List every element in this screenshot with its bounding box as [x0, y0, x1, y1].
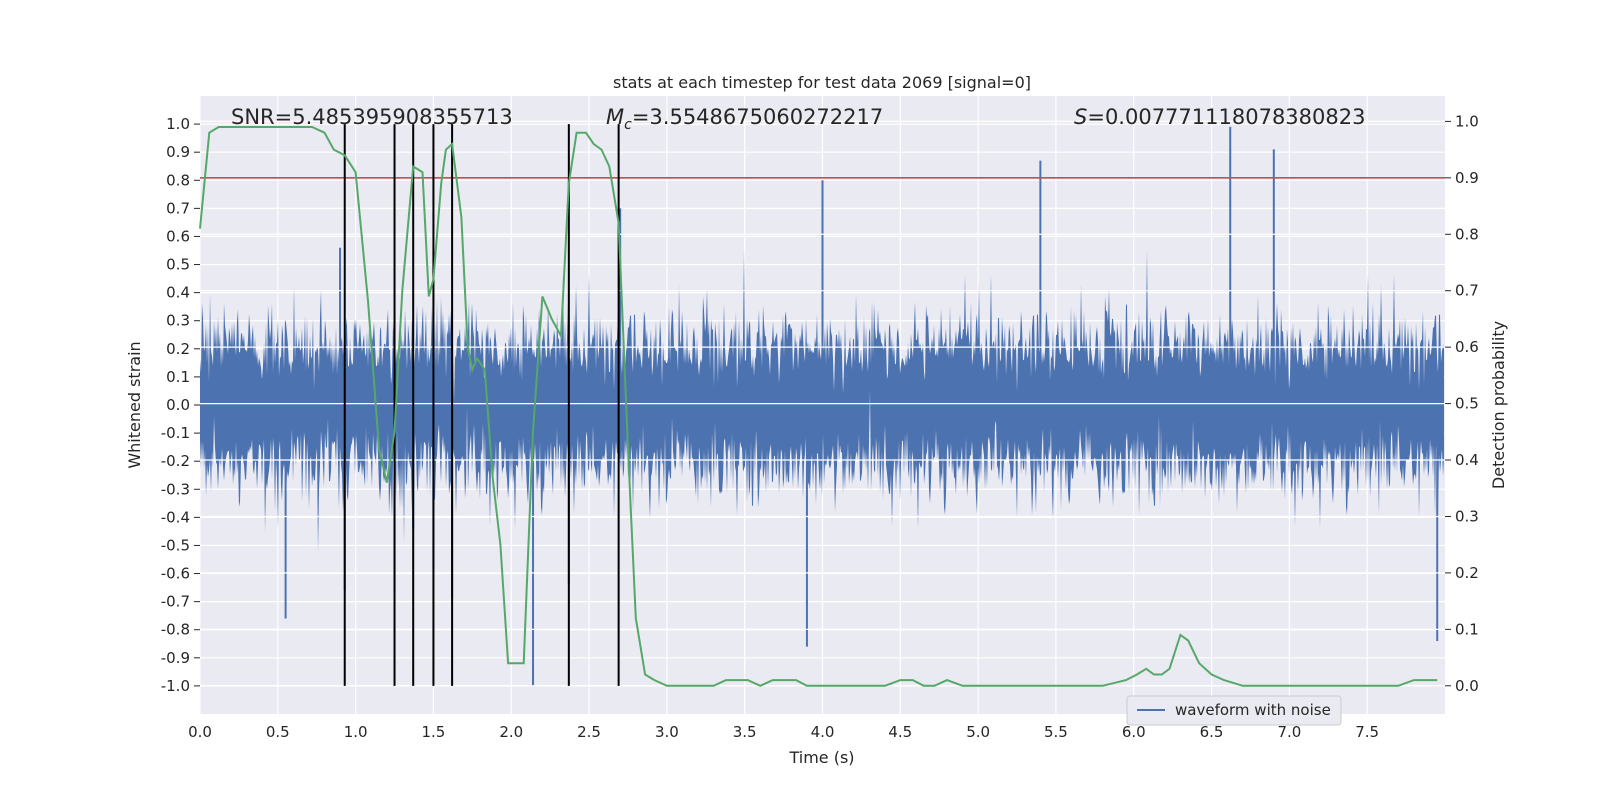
x-tick-label: 6.0	[1122, 723, 1146, 741]
x-tick-label: 5.5	[1044, 723, 1068, 741]
y-tick-label: -1.0	[161, 677, 190, 695]
x-tick-label: 6.5	[1200, 723, 1224, 741]
legend-box	[1126, 695, 1342, 726]
y-tick-label: -0.8	[161, 621, 190, 639]
x-tick-label: 7.0	[1277, 723, 1301, 741]
x-tick-label: 2.0	[499, 723, 523, 741]
y2-tick-label: 0.6	[1455, 338, 1479, 356]
x-tick-label: 4.5	[888, 723, 912, 741]
y-tick-label: 0.7	[166, 199, 190, 217]
y-tick-label: 0.3	[166, 312, 190, 330]
y-tick-label: -0.2	[161, 452, 190, 470]
y-axis-label: Whitened strain	[125, 341, 144, 468]
y-tick-label: 0.6	[166, 227, 190, 245]
y-tick-label: -0.6	[161, 565, 190, 583]
y2-tick-label: 0.7	[1455, 282, 1479, 300]
x-tick-label: 2.5	[577, 723, 601, 741]
y2-tick-label: 0.9	[1455, 169, 1479, 187]
y-tick-label: -0.7	[161, 593, 190, 611]
y-tick-label: 0.8	[166, 171, 190, 189]
y2-tick-label: 0.4	[1455, 451, 1479, 469]
y-tick-label: -0.1	[161, 424, 190, 442]
x-tick-label: 5.0	[966, 723, 990, 741]
y-tick-label: 0.5	[166, 256, 190, 274]
x-tick-label: 3.0	[655, 723, 679, 741]
y2-axis-label: Detection probability	[1489, 321, 1508, 489]
chirp-mass-symbol: M	[606, 105, 624, 129]
y-tick-label: 1.0	[166, 115, 190, 133]
x-tick-label: 1.5	[422, 723, 446, 741]
snr-annotation: SNR=5.485395908355713	[231, 105, 513, 129]
x-tick-label: 7.5	[1355, 723, 1379, 741]
s-symbol: S	[1074, 105, 1087, 129]
x-axis-label: Time (s)	[788, 748, 854, 767]
x-tick-label: 3.5	[733, 723, 757, 741]
y2-tick-label: 1.0	[1455, 112, 1479, 130]
y2-tick-label: 0.2	[1455, 564, 1479, 582]
y2-tick-label: 0.1	[1455, 620, 1479, 638]
y-tick-label: 0.0	[166, 396, 190, 414]
y2-axis-ticks: 1.0 0.9 0.8 0.7 0.6 0.5 0.4 0.3 0.2 0.1 0.0	[1445, 112, 1479, 695]
y-tick-label: -0.5	[161, 536, 190, 554]
s-value: =0.007771118078380823	[1087, 105, 1365, 129]
chirp-mass-value: =3.5548675060272217	[632, 105, 883, 129]
chirp-mass-annotation: Mc=3.5548675060272217	[606, 105, 883, 133]
y2-tick-label: 0.8	[1455, 225, 1479, 243]
y-tick-label: 0.2	[166, 340, 190, 358]
y-axis-ticks: 1.0 0.9 0.8 0.7 0.6 0.5 0.4 0.3 0.2 0.1 0.0 -0.1 -0.…	[161, 115, 200, 695]
detection-probability-series	[199, 126, 1438, 687]
y-tick-label: 0.4	[166, 284, 190, 302]
y2-tick-label: 0.5	[1455, 395, 1479, 413]
y-tick-label: 0.1	[166, 368, 190, 386]
x-tick-label: 4.0	[811, 723, 835, 741]
y-tick-label: 0.9	[166, 143, 190, 161]
y-tick-label: -0.3	[161, 480, 190, 498]
chirp-mass-subscript: c	[624, 117, 632, 133]
s-annotation: S=0.007771118078380823	[1074, 105, 1365, 129]
y2-tick-label: 0.3	[1455, 507, 1479, 525]
y-tick-label: -0.9	[161, 649, 190, 667]
x-axis-ticks: 0.0 0.5 1.0 1.5 2.0 2.5 3.0 3.5 4.0 4.5 5.0 5.5 6.0 6…	[188, 723, 1379, 741]
y2-tick-label: 0.0	[1455, 677, 1479, 695]
x-tick-label: 0.0	[188, 723, 212, 741]
legend-entry: waveform with noise	[1175, 701, 1331, 719]
y-tick-label: -0.4	[161, 508, 190, 526]
chart-title: stats at each timestep for test data 206…	[613, 73, 1031, 92]
x-tick-label: 0.5	[266, 723, 290, 741]
legend: waveform with noise	[1126, 695, 1342, 726]
x-tick-label: 1.0	[344, 723, 368, 741]
